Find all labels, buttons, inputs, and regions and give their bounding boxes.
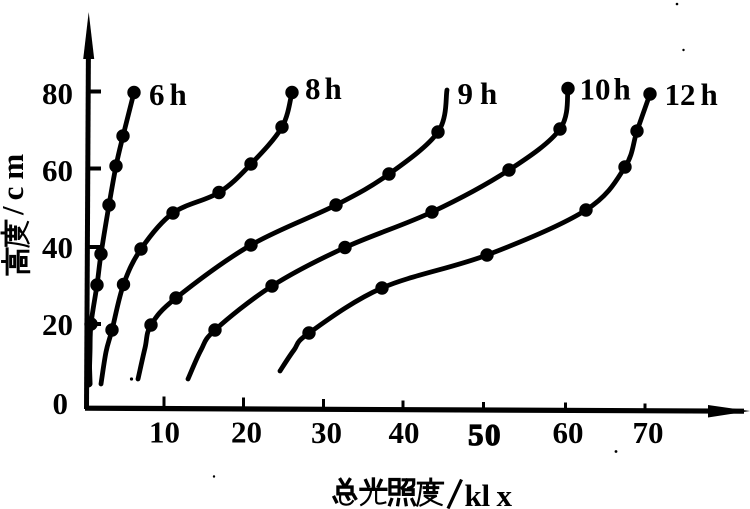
svg-text:40: 40: [389, 415, 420, 450]
svg-text:10h: 10h: [580, 72, 631, 107]
svg-text:20: 20: [231, 415, 262, 450]
svg-text:0: 0: [53, 386, 69, 421]
svg-text:30: 30: [311, 415, 342, 450]
svg-text:80: 80: [42, 76, 73, 111]
svg-text:klx: kl x: [465, 478, 513, 509]
svg-text:10: 10: [149, 415, 180, 450]
svg-text:20: 20: [42, 307, 73, 342]
svg-text:40: 40: [42, 230, 73, 265]
svg-text:70: 70: [633, 415, 664, 450]
svg-text:50: 50: [468, 417, 502, 452]
svg-text:60: 60: [42, 153, 73, 188]
svg-text:12h: 12 h: [665, 77, 718, 112]
svg-text:60: 60: [553, 415, 584, 450]
